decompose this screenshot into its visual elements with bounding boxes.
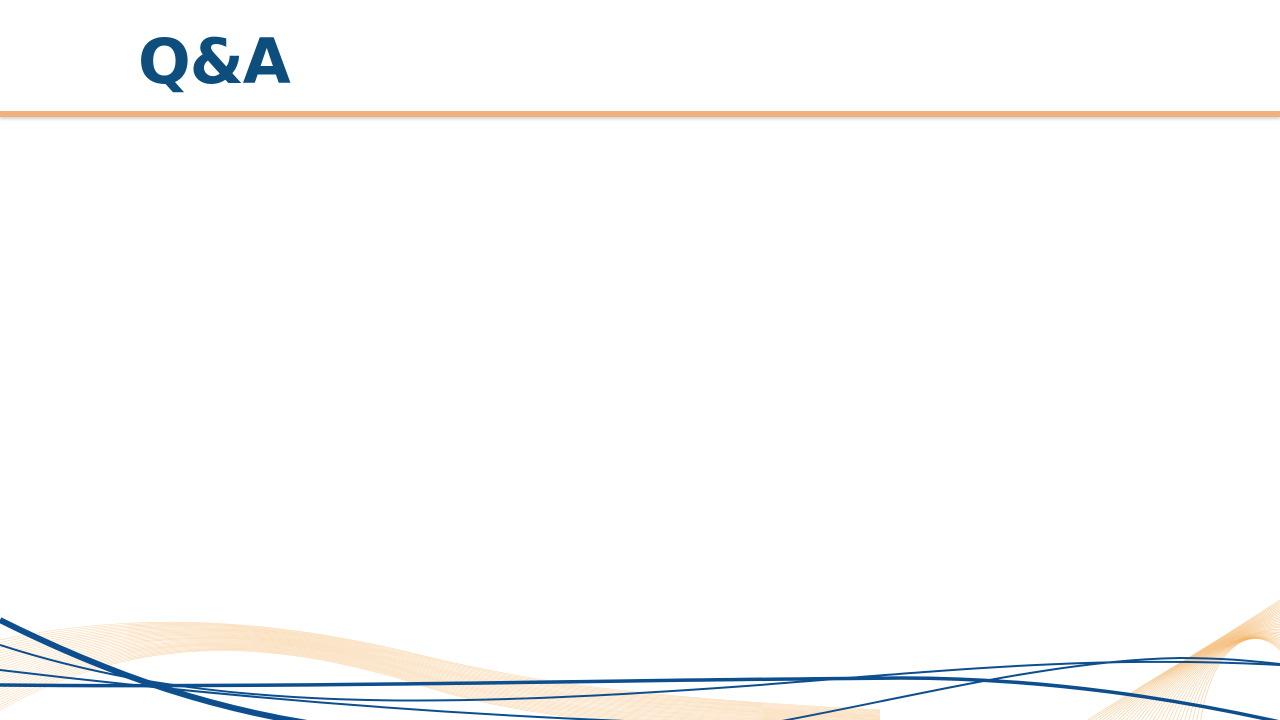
blue-wave-thin-3	[0, 676, 1280, 720]
orange-wave-line	[0, 643, 715, 720]
orange-wave-line	[1094, 603, 1280, 720]
orange-wave-line	[0, 632, 881, 720]
orange-wave-line	[0, 647, 645, 720]
slide-title: Q&A	[138, 25, 291, 98]
orange-wave-line	[0, 624, 881, 713]
orange-wave-line	[1184, 636, 1280, 720]
orange-wave-line	[1098, 604, 1280, 720]
orange-wave-line	[1156, 630, 1280, 720]
orange-wave-line	[1137, 622, 1280, 720]
orange-wave-line	[0, 628, 881, 716]
orange-wave-line	[1148, 627, 1280, 720]
orange-wave-line	[0, 633, 881, 720]
title-divider	[0, 111, 1280, 117]
orange-wave-line	[1152, 628, 1280, 720]
orange-wave-line	[1121, 615, 1280, 720]
orange-wave-line	[0, 626, 881, 715]
orange-wave-lines-left	[0, 621, 881, 720]
orange-wave-line	[1188, 637, 1280, 720]
orange-wave-line	[0, 637, 832, 720]
orange-wave-line	[1133, 620, 1280, 720]
orange-wave-line	[0, 639, 794, 720]
orange-wave-line	[0, 645, 678, 720]
blue-wave-thin-2	[0, 656, 1280, 720]
orange-wave-line	[1160, 631, 1280, 720]
orange-wave-line	[0, 641, 755, 720]
orange-wave-line	[0, 644, 696, 720]
blue-wave-lines	[0, 617, 1280, 720]
orange-wave-line	[0, 646, 661, 720]
orange-wave-line	[0, 621, 881, 711]
orange-wave-line	[1090, 601, 1280, 720]
orange-wave-line	[1200, 638, 1280, 720]
orange-wave-line	[1192, 637, 1280, 720]
orange-wave-line	[0, 630, 881, 718]
orange-wave-line	[0, 625, 881, 714]
orange-wave-line	[0, 629, 881, 717]
orange-wave-line	[0, 635, 849, 720]
wave-decoration	[0, 599, 1280, 720]
orange-wave-line	[0, 631, 881, 719]
orange-wave-line	[1125, 616, 1280, 720]
orange-wave-line	[1196, 637, 1280, 720]
orange-wave-line	[1087, 599, 1280, 720]
orange-wave-line	[0, 634, 867, 720]
orange-wave-lines-right	[1087, 599, 1280, 720]
orange-wave-line	[1141, 623, 1280, 720]
orange-wave-line	[1145, 625, 1280, 720]
orange-wave-line	[0, 623, 881, 712]
blue-wave-thin-1	[0, 644, 1280, 702]
slide-body	[0, 130, 1280, 590]
orange-wave-line	[1172, 634, 1280, 720]
orange-wave-line	[0, 640, 775, 720]
orange-wave-line	[0, 627, 881, 715]
orange-wave-line	[0, 638, 813, 720]
orange-wave-line	[1129, 618, 1280, 720]
